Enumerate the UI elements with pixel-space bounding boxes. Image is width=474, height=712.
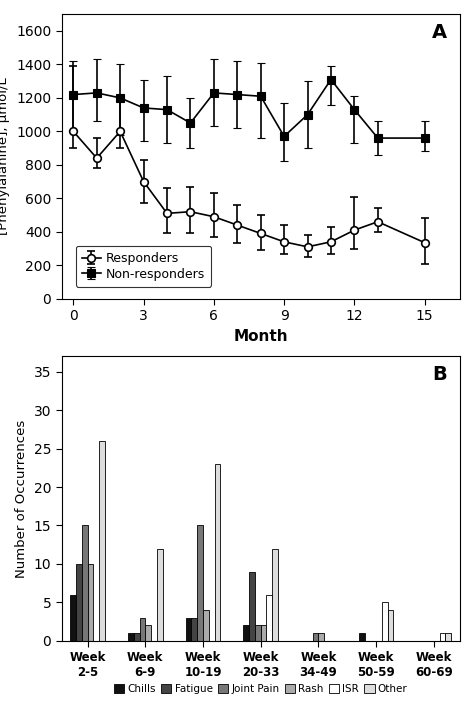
Bar xyxy=(359,633,365,641)
Y-axis label: Number of Occurrences: Number of Occurrences xyxy=(15,419,28,577)
Bar xyxy=(99,441,105,641)
Bar xyxy=(388,610,393,641)
Y-axis label: [Phenylalanine], μmol/L: [Phenylalanine], μmol/L xyxy=(0,78,10,236)
Bar xyxy=(203,610,209,641)
Legend: Responders, Non-responders: Responders, Non-responders xyxy=(76,246,211,287)
Bar xyxy=(319,633,324,641)
Bar xyxy=(249,572,255,641)
Bar xyxy=(186,618,191,641)
Bar xyxy=(70,595,76,641)
Bar xyxy=(139,618,146,641)
X-axis label: Month: Month xyxy=(233,329,288,344)
Bar xyxy=(243,625,249,641)
Legend: Chills, Fatigue, Joint Pain, Rash, ISR, Other: Chills, Fatigue, Joint Pain, Rash, ISR, … xyxy=(109,680,412,698)
Bar xyxy=(266,595,272,641)
Bar xyxy=(215,464,220,641)
Bar xyxy=(313,633,319,641)
Bar xyxy=(128,633,134,641)
Bar xyxy=(382,602,388,641)
Bar xyxy=(446,633,451,641)
Bar xyxy=(197,525,203,641)
Bar xyxy=(272,548,278,641)
Bar xyxy=(157,548,163,641)
Bar xyxy=(261,625,266,641)
Bar xyxy=(76,564,82,641)
Bar xyxy=(88,564,93,641)
Bar xyxy=(439,633,446,641)
Text: B: B xyxy=(432,365,447,384)
Bar xyxy=(191,618,197,641)
Bar xyxy=(146,625,151,641)
Bar xyxy=(82,525,88,641)
Bar xyxy=(134,633,139,641)
Text: A: A xyxy=(432,23,447,42)
Bar xyxy=(255,625,261,641)
